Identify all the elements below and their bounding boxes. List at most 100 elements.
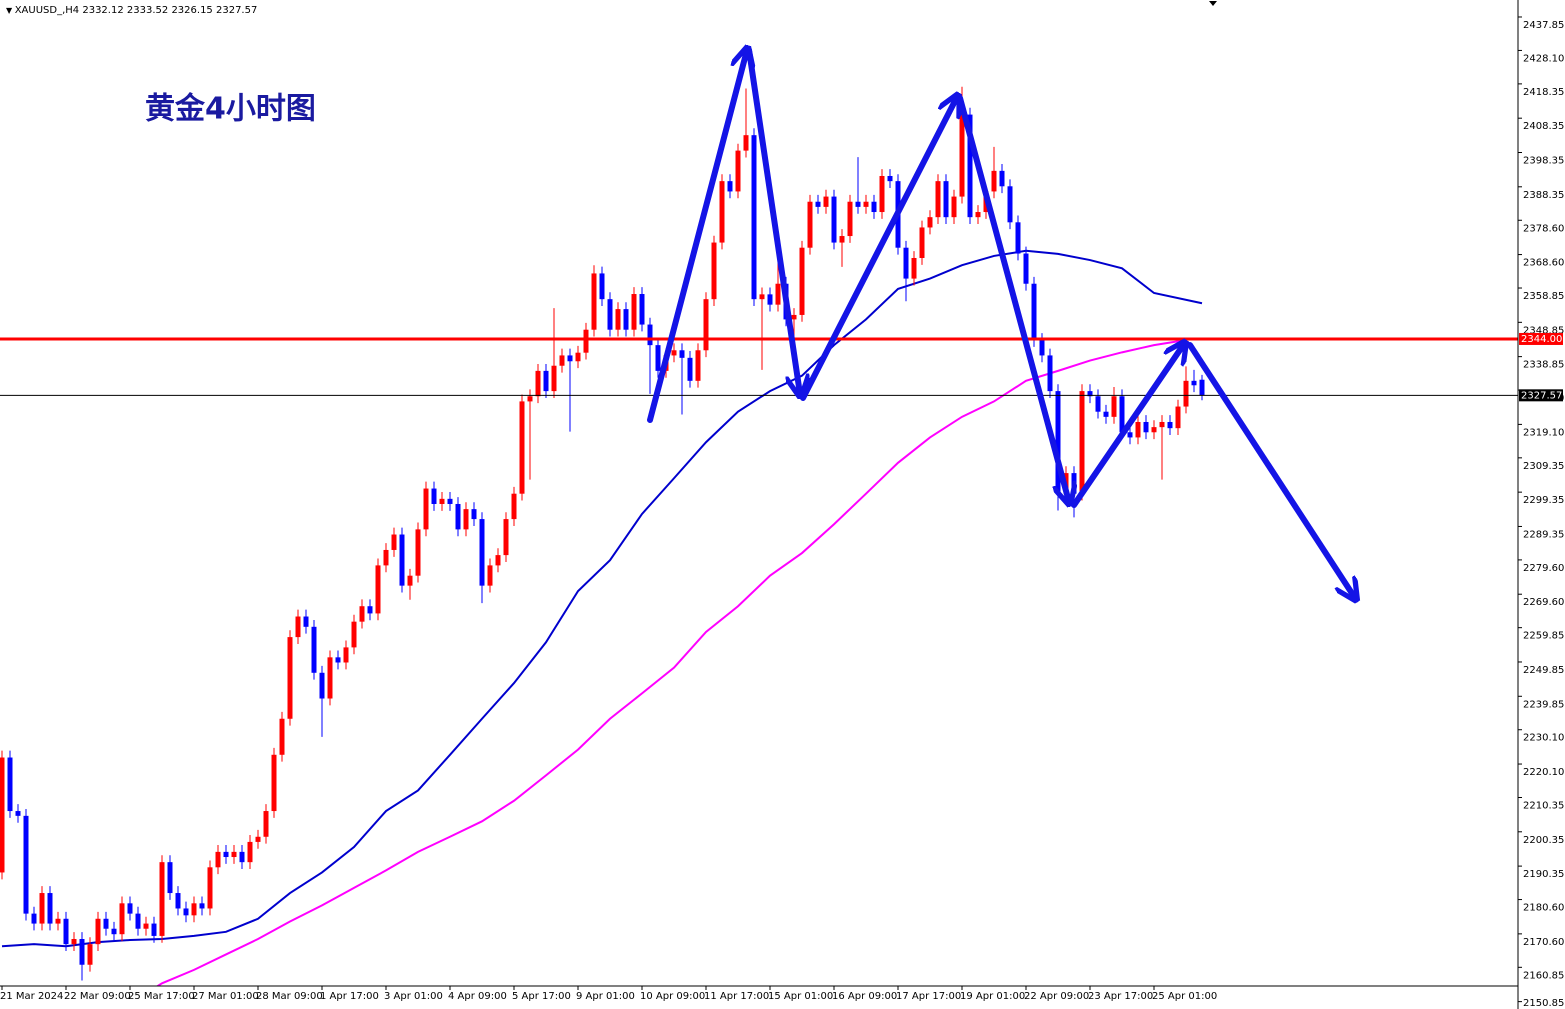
candle-body	[1191, 380, 1197, 386]
candle-body	[799, 247, 805, 315]
candle-body	[167, 862, 173, 894]
candle-body	[1047, 355, 1053, 392]
candle-body	[231, 851, 237, 858]
annotation-arrows	[647, 47, 1355, 598]
arrow	[1187, 342, 1355, 598]
x-tick-label: 22 Mar 09:00	[64, 991, 131, 1002]
candle-body	[871, 201, 877, 213]
candle-body	[159, 862, 165, 936]
candle-body	[559, 355, 565, 366]
y-tick-label: 2289.35	[1523, 529, 1564, 540]
candle-body	[455, 503, 461, 530]
y-tick-label: 2259.85	[1523, 631, 1564, 642]
x-tick-label: 3 Apr 01:00	[384, 991, 443, 1002]
arrow	[746, 47, 800, 394]
y-tick-label: 2299.35	[1523, 495, 1564, 506]
shift-marker	[1209, 1, 1217, 6]
y-tick-label: 2358.85	[1523, 291, 1564, 302]
x-tick-label: 25 Apr 01:00	[1152, 991, 1217, 1002]
candle-body	[223, 851, 229, 858]
candle-body	[351, 621, 357, 648]
candle-body	[831, 196, 837, 243]
candle-body	[175, 893, 181, 909]
candle-body	[1015, 222, 1021, 254]
candle-body	[503, 519, 509, 556]
candle-body	[447, 498, 453, 504]
candle-body	[583, 329, 589, 353]
high: 2333.52	[127, 5, 168, 16]
candle-body	[359, 606, 365, 622]
candle-body	[383, 549, 389, 566]
candle-body	[575, 352, 581, 362]
y-tick-label: 2428.10	[1523, 53, 1564, 64]
candle-body	[551, 365, 557, 392]
candle-body	[703, 299, 709, 351]
candle-body	[143, 923, 149, 929]
candle-body	[775, 283, 781, 305]
candle-body	[271, 754, 277, 812]
header: ▼ XAUUSD_,H4 2332.12 2333.52 2326.15 232…	[6, 5, 257, 16]
candle-body	[23, 815, 29, 914]
candle-body	[47, 893, 53, 924]
candle-body	[967, 114, 973, 218]
candle-body	[767, 294, 773, 305]
x-tick-label: 9 Apr 01:00	[576, 991, 635, 1002]
candle-body	[607, 299, 613, 330]
candle-body	[1159, 421, 1165, 428]
candle-body	[839, 236, 845, 243]
x-tick-label: 22 Apr 09:00	[1024, 991, 1089, 1002]
candle-body	[543, 370, 549, 392]
candle-body	[1079, 391, 1085, 494]
candle-body	[823, 196, 829, 207]
candle-body	[807, 201, 813, 248]
candle-body	[103, 918, 109, 929]
x-tick-label: 19 Apr 01:00	[960, 991, 1025, 1002]
candle-body	[1087, 391, 1093, 397]
candle-body	[527, 396, 533, 402]
candle-body	[439, 498, 445, 504]
y-tick-label: 2418.35	[1523, 87, 1564, 98]
candle-body	[879, 176, 885, 213]
candle-body	[239, 851, 245, 863]
x-tick-label: 1 Apr 17:00	[320, 991, 379, 1002]
candle-body	[687, 357, 693, 381]
candle-body	[591, 273, 597, 330]
candle-body	[615, 309, 621, 330]
candle-body	[1103, 411, 1109, 417]
y-tick-label: 2368.60	[1523, 258, 1564, 269]
candle-body	[711, 242, 717, 300]
x-tick-label: 16 Apr 09:00	[832, 991, 897, 1002]
y-tick-label: 2398.35	[1523, 155, 1564, 166]
x-tick-label: 27 Mar 01:00	[192, 991, 259, 1002]
candle-body	[119, 903, 125, 935]
candle-body	[407, 575, 413, 586]
candle-body	[39, 893, 45, 924]
candle-body	[743, 135, 749, 151]
x-tick-label: 4 Apr 09:00	[448, 991, 507, 1002]
x-tick-label: 15 Apr 01:00	[768, 991, 833, 1002]
candle-body	[0, 757, 5, 873]
y-tick-label: 2239.85	[1523, 699, 1564, 710]
candle-body	[207, 867, 213, 909]
x-tick-label: 5 Apr 17:00	[512, 991, 571, 1002]
candle-body	[847, 201, 853, 237]
candle-body	[1127, 432, 1133, 438]
candle-body	[423, 488, 429, 530]
candle-body	[623, 309, 629, 330]
arrow	[647, 50, 747, 423]
candle-body	[15, 811, 21, 816]
candle-body	[319, 672, 325, 699]
candle-body	[991, 170, 997, 192]
level-label: 2344.00	[1521, 334, 1562, 345]
y-tick-label: 2190.35	[1523, 869, 1564, 880]
moving-average	[155, 339, 1187, 986]
y-tick-label: 2249.85	[1523, 665, 1564, 676]
candle-body	[327, 657, 333, 699]
y-tick-label: 2160.85	[1523, 970, 1564, 981]
y-tick-label: 2220.10	[1523, 767, 1564, 778]
candle-body	[903, 247, 909, 279]
candle-body	[751, 135, 757, 300]
candle-body	[791, 314, 797, 320]
